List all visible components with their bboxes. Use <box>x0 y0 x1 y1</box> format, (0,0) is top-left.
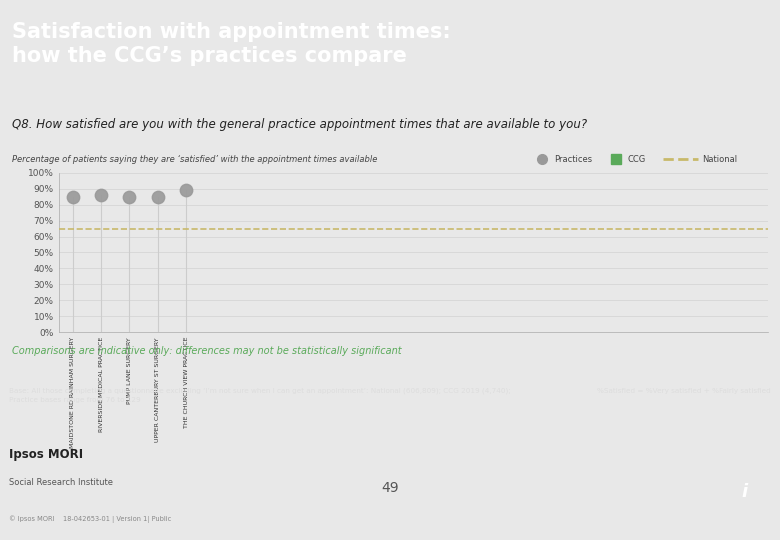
Text: i: i <box>742 483 748 502</box>
Point <box>180 186 193 194</box>
Text: Practices: Practices <box>554 155 592 164</box>
Text: Satisfaction with appointment times:
how the CCG’s practices compare: Satisfaction with appointment times: how… <box>12 22 451 66</box>
Text: Q8. How satisfied are you with the general practice appointment times that are a: Q8. How satisfied are you with the gener… <box>12 118 587 131</box>
Point <box>95 191 108 199</box>
Point <box>123 192 136 201</box>
Text: %Satisfied = %Very satisfied + %Fairly satisfied: %Satisfied = %Very satisfied + %Fairly s… <box>597 388 771 394</box>
Text: 49: 49 <box>381 481 399 495</box>
Text: Social Research Institute: Social Research Institute <box>9 478 113 487</box>
Text: Ipsos MORI: Ipsos MORI <box>9 448 83 461</box>
Point <box>151 192 164 201</box>
Text: National: National <box>702 155 737 164</box>
Text: Comparisons are indicative only: differences may not be statistically significan: Comparisons are indicative only: differe… <box>12 346 402 356</box>
Text: CCG: CCG <box>628 155 646 164</box>
Point <box>66 192 79 201</box>
Text: © Ipsos MORI    18-042653-01 | Version 1| Public: © Ipsos MORI 18-042653-01 | Version 1| P… <box>9 515 172 523</box>
Text: Percentage of patients saying they are ‘satisfied’ with the appointment times av: Percentage of patients saying they are ‘… <box>12 155 377 164</box>
Text: Base: All those completing a questionnaire excluding ‘I’m not sure when I can ge: Base: All those completing a questionnai… <box>9 388 511 403</box>
